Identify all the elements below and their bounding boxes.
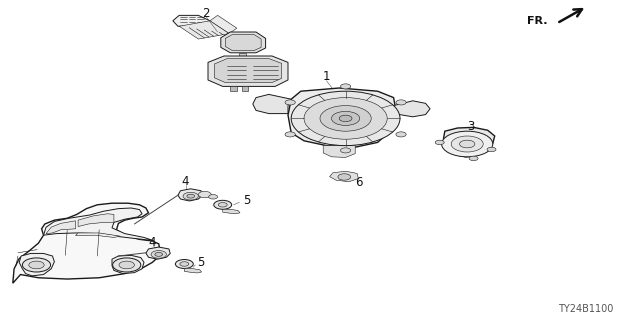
Circle shape xyxy=(198,191,211,198)
Circle shape xyxy=(214,200,232,209)
Polygon shape xyxy=(323,146,355,157)
Circle shape xyxy=(175,260,193,268)
Circle shape xyxy=(291,91,400,146)
Polygon shape xyxy=(208,56,288,86)
Circle shape xyxy=(460,140,475,148)
Polygon shape xyxy=(444,127,495,151)
Polygon shape xyxy=(223,209,240,214)
Circle shape xyxy=(435,140,444,145)
Polygon shape xyxy=(330,171,358,182)
Circle shape xyxy=(396,100,406,105)
Circle shape xyxy=(187,194,195,198)
Polygon shape xyxy=(214,59,282,83)
Polygon shape xyxy=(112,255,144,274)
Circle shape xyxy=(396,132,406,137)
Polygon shape xyxy=(239,53,246,56)
Polygon shape xyxy=(394,101,430,117)
Circle shape xyxy=(340,84,351,89)
Circle shape xyxy=(183,192,198,200)
Circle shape xyxy=(113,258,141,272)
Polygon shape xyxy=(242,86,248,91)
Polygon shape xyxy=(221,32,266,53)
Polygon shape xyxy=(178,189,202,201)
Polygon shape xyxy=(13,203,160,283)
Circle shape xyxy=(218,203,227,207)
Polygon shape xyxy=(460,151,474,157)
Circle shape xyxy=(285,100,295,105)
Circle shape xyxy=(339,115,352,122)
Circle shape xyxy=(119,261,134,269)
Polygon shape xyxy=(253,94,291,114)
Circle shape xyxy=(209,195,218,199)
Circle shape xyxy=(340,148,351,153)
Polygon shape xyxy=(173,15,210,26)
Polygon shape xyxy=(225,35,261,51)
Circle shape xyxy=(320,106,371,131)
Text: 5: 5 xyxy=(197,256,205,269)
Circle shape xyxy=(442,131,493,157)
Polygon shape xyxy=(210,15,237,34)
Text: 3: 3 xyxy=(467,120,474,133)
Polygon shape xyxy=(184,268,202,273)
Circle shape xyxy=(285,132,295,137)
Circle shape xyxy=(451,136,483,152)
Circle shape xyxy=(180,262,189,266)
Circle shape xyxy=(487,147,496,152)
Polygon shape xyxy=(146,247,170,259)
Circle shape xyxy=(29,261,44,269)
Polygon shape xyxy=(46,221,76,234)
Text: FR.: FR. xyxy=(527,16,547,26)
Circle shape xyxy=(469,156,478,161)
Circle shape xyxy=(338,174,351,180)
Circle shape xyxy=(151,251,166,258)
Text: 4: 4 xyxy=(148,236,156,249)
Circle shape xyxy=(22,258,51,272)
Text: 5: 5 xyxy=(243,194,251,206)
Polygon shape xyxy=(19,253,54,276)
Polygon shape xyxy=(230,86,237,91)
Circle shape xyxy=(155,252,163,256)
Polygon shape xyxy=(44,208,154,241)
Text: 4: 4 xyxy=(182,175,189,188)
Text: TY24B1100: TY24B1100 xyxy=(558,304,613,314)
Circle shape xyxy=(332,111,360,125)
Circle shape xyxy=(304,98,387,139)
Polygon shape xyxy=(179,21,229,39)
Text: 1: 1 xyxy=(323,70,330,83)
Text: 6: 6 xyxy=(355,176,362,189)
Polygon shape xyxy=(288,88,397,147)
Text: 2: 2 xyxy=(202,7,210,20)
Polygon shape xyxy=(76,233,120,237)
Polygon shape xyxy=(78,214,114,227)
